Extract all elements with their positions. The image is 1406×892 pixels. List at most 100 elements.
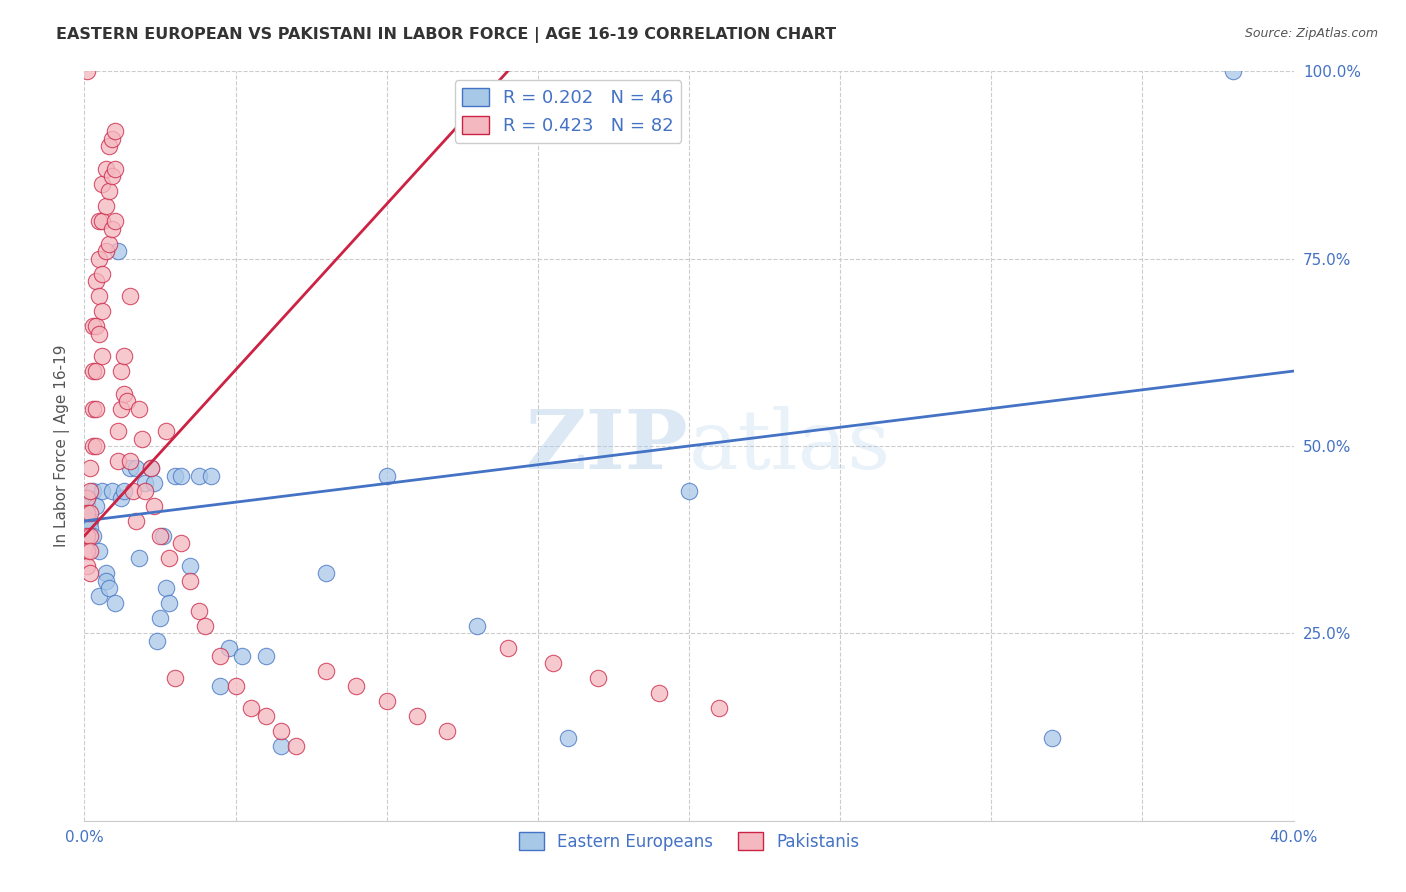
Point — [104, 161, 127, 176]
Point — [112, 483, 135, 498]
Point — [91, 267, 114, 281]
Point — [100, 221, 122, 235]
Point — [188, 469, 211, 483]
Point — [218, 641, 240, 656]
Point — [100, 483, 122, 498]
Point — [406, 708, 429, 723]
Point — [315, 664, 337, 678]
Point — [346, 679, 368, 693]
Point — [149, 529, 172, 543]
Point — [76, 491, 98, 506]
Point — [121, 483, 143, 498]
Point — [285, 739, 308, 753]
Point — [436, 723, 458, 738]
Point — [118, 454, 141, 468]
Point — [104, 124, 127, 138]
Point — [76, 64, 98, 78]
Point — [86, 439, 108, 453]
Point — [139, 461, 162, 475]
Point — [134, 476, 156, 491]
Point — [496, 641, 519, 656]
Point — [100, 169, 122, 184]
Point — [82, 483, 104, 498]
Point — [110, 364, 132, 378]
Point — [1040, 731, 1063, 746]
Point — [194, 619, 217, 633]
Point — [110, 401, 132, 416]
Point — [315, 566, 337, 581]
Point — [104, 596, 127, 610]
Point — [86, 274, 108, 288]
Point — [231, 648, 253, 663]
Point — [678, 483, 700, 498]
Point — [157, 551, 180, 566]
Point — [155, 424, 177, 438]
Point — [128, 551, 150, 566]
Point — [209, 679, 232, 693]
Point — [107, 424, 129, 438]
Point — [149, 611, 172, 625]
Legend: Eastern Europeans, Pakistanis: Eastern Europeans, Pakistanis — [512, 826, 866, 857]
Point — [97, 236, 120, 251]
Point — [375, 694, 398, 708]
Text: Source: ZipAtlas.com: Source: ZipAtlas.com — [1244, 27, 1378, 40]
Point — [152, 529, 174, 543]
Point — [131, 432, 153, 446]
Point — [89, 252, 111, 266]
Point — [157, 596, 180, 610]
Point — [128, 401, 150, 416]
Point — [110, 491, 132, 506]
Point — [467, 619, 489, 633]
Point — [709, 701, 731, 715]
Point — [97, 139, 120, 153]
Point — [104, 214, 127, 228]
Text: EASTERN EUROPEAN VS PAKISTANI IN LABOR FORCE | AGE 16-19 CORRELATION CHART: EASTERN EUROPEAN VS PAKISTANI IN LABOR F… — [56, 27, 837, 43]
Point — [170, 536, 193, 550]
Point — [76, 544, 98, 558]
Point — [165, 671, 187, 685]
Point — [82, 364, 104, 378]
Point — [557, 731, 579, 746]
Point — [79, 461, 101, 475]
Y-axis label: In Labor Force | Age 16-19: In Labor Force | Age 16-19 — [55, 344, 70, 548]
Point — [76, 499, 98, 513]
Point — [79, 514, 101, 528]
Point — [170, 469, 193, 483]
Point — [91, 177, 114, 191]
Point — [79, 566, 101, 581]
Point — [134, 483, 156, 498]
Point — [79, 521, 101, 535]
Point — [94, 574, 117, 588]
Point — [125, 461, 148, 475]
Point — [179, 558, 201, 573]
Point — [79, 483, 101, 498]
Point — [91, 483, 114, 498]
Point — [91, 349, 114, 363]
Point — [76, 558, 98, 573]
Point — [89, 589, 111, 603]
Point — [118, 461, 141, 475]
Point — [270, 739, 292, 753]
Point — [86, 364, 108, 378]
Point — [142, 476, 165, 491]
Point — [94, 161, 117, 176]
Point — [79, 544, 101, 558]
Point — [76, 491, 98, 506]
Point — [139, 461, 162, 475]
Point — [100, 132, 122, 146]
Point — [541, 657, 564, 671]
Point — [89, 544, 111, 558]
Point — [125, 514, 148, 528]
Point — [270, 723, 292, 738]
Point — [118, 289, 141, 303]
Point — [89, 214, 111, 228]
Point — [82, 319, 104, 334]
Point — [239, 701, 262, 715]
Text: atlas: atlas — [689, 406, 891, 486]
Point — [86, 499, 108, 513]
Point — [115, 394, 138, 409]
Point — [76, 507, 98, 521]
Point — [89, 326, 111, 341]
Point — [79, 529, 101, 543]
Point — [91, 304, 114, 318]
